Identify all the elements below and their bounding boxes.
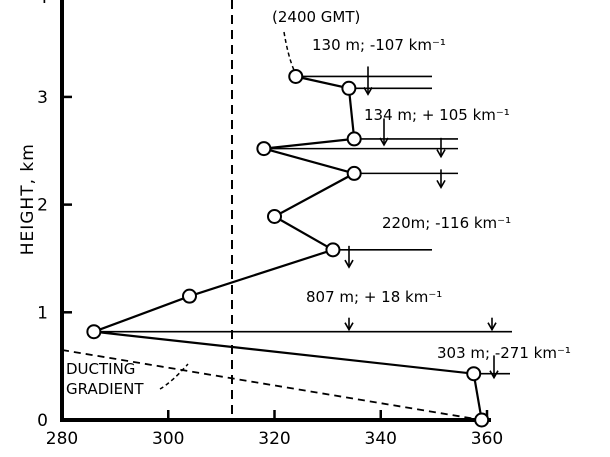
data-point: [325, 242, 341, 258]
y-tick-label: 1: [37, 303, 48, 323]
arrow-head: [436, 179, 446, 189]
data-point: [346, 131, 362, 147]
x-tick-label: 340: [365, 429, 397, 449]
guide-lines: [61, 0, 512, 421]
leader-line: [159, 363, 189, 390]
data-point: [267, 208, 282, 224]
data-point: [256, 141, 272, 157]
annotation-label: 130 m; -107 km⁻¹: [312, 36, 446, 54]
annotation-label: DUCTING: [66, 360, 135, 378]
data-point: [288, 68, 304, 84]
arrow-head: [363, 86, 373, 96]
data-point: [86, 324, 102, 340]
annotations: (2400 GMT) 130 m; -107 km⁻¹ 134 m; + 105 k…: [66, 8, 571, 398]
ducting-gradient-line: [61, 349, 482, 421]
annotation-label: 303 m; -271 km⁻¹: [437, 344, 571, 362]
profile-line: [93, 75, 483, 421]
data-point: [466, 366, 482, 382]
annotation-label: 134 m; + 105 km⁻¹: [364, 106, 510, 124]
y-tick-label: 4: [37, 0, 48, 8]
data-point: [346, 165, 362, 181]
x-tick-label: 300: [152, 429, 184, 449]
x-tick-label: 320: [258, 429, 290, 449]
data-point: [341, 80, 357, 96]
arrow-head: [379, 137, 389, 147]
arrow-head: [344, 322, 354, 332]
y-tick-label: 3: [37, 88, 48, 108]
axes: 0 1 2 3 4 280 300 320 340 360: [37, 0, 503, 449]
data-point: [182, 288, 197, 304]
leader-line: [283, 31, 295, 70]
data-point: [474, 412, 490, 428]
x-tick-label: 280: [46, 429, 78, 449]
y-axis-title: HEIGHT, km: [18, 143, 38, 255]
arrow-head: [436, 149, 446, 159]
annotation-label: 220m; -116 km⁻¹: [382, 214, 511, 232]
arrow-head: [344, 259, 354, 269]
annotation-label: (2400 GMT): [272, 8, 360, 26]
series: [86, 68, 490, 428]
arrow-head: [489, 370, 499, 380]
annotation-label: 807 m; + 18 km⁻¹: [306, 288, 442, 306]
arrow-head: [487, 322, 497, 332]
annotation-label: GRADIENT: [66, 380, 144, 398]
x-tick-label: 360: [471, 429, 503, 449]
y-tick-label: 0: [37, 411, 48, 431]
y-tick-label: 2: [37, 196, 48, 216]
